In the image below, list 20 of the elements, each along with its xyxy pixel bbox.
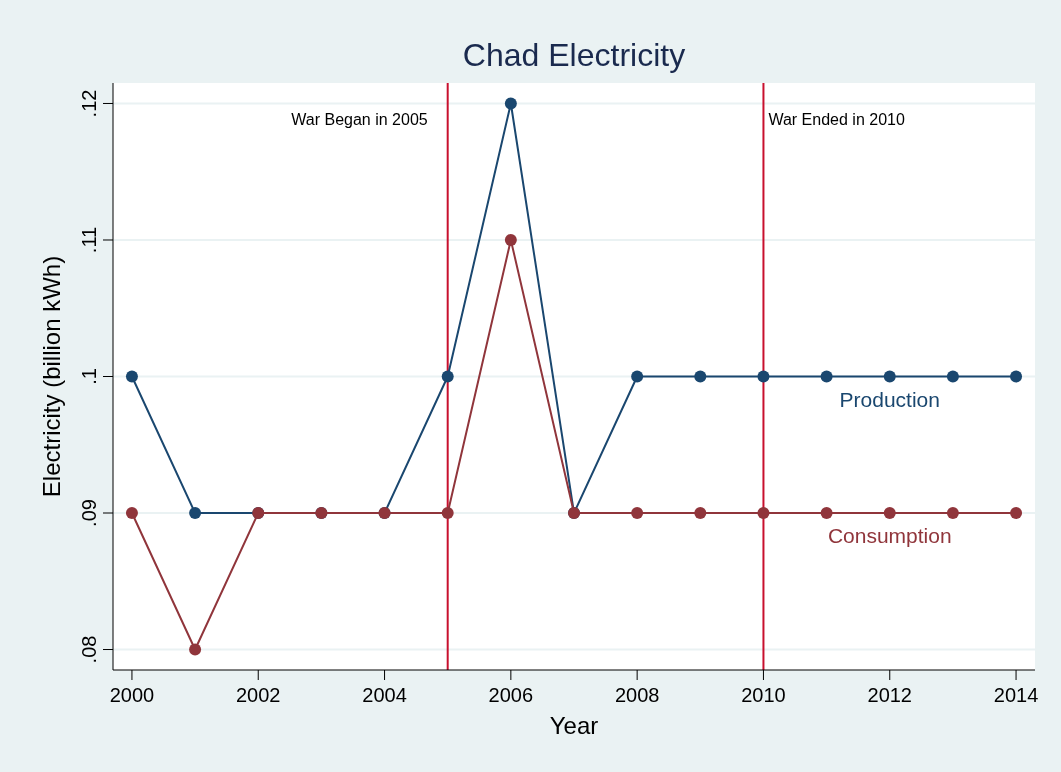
ref-line-label: War Ended in 2010 (768, 111, 905, 128)
x-tick-label: 2004 (362, 684, 407, 706)
chart-title: Chad Electricity (462, 37, 686, 73)
x-tick-label: 2008 (614, 684, 660, 706)
y-axis-title: Electricity (billion kWh) (38, 255, 65, 498)
x-axis-title: Year (549, 712, 599, 739)
series-label: Production (839, 387, 940, 411)
x-tick-label: 2002 (236, 684, 281, 706)
x-tick-label: 2010 (741, 684, 786, 706)
x-tick-label: 2006 (488, 684, 534, 706)
y-tick-label: .11 (78, 226, 100, 254)
series-label: Consumption (827, 524, 952, 548)
x-tick-label: 2014 (993, 684, 1039, 706)
y-tick-label: .1 (78, 368, 100, 385)
ref-line-label: War Began in 2005 (291, 111, 428, 128)
y-tick-label: .09 (78, 499, 100, 527)
x-tick-label: 2012 (867, 684, 912, 706)
x-tick-label: 2000 (109, 684, 155, 706)
y-tick-label: .08 (78, 635, 100, 664)
y-tick-label: .12 (78, 89, 100, 118)
